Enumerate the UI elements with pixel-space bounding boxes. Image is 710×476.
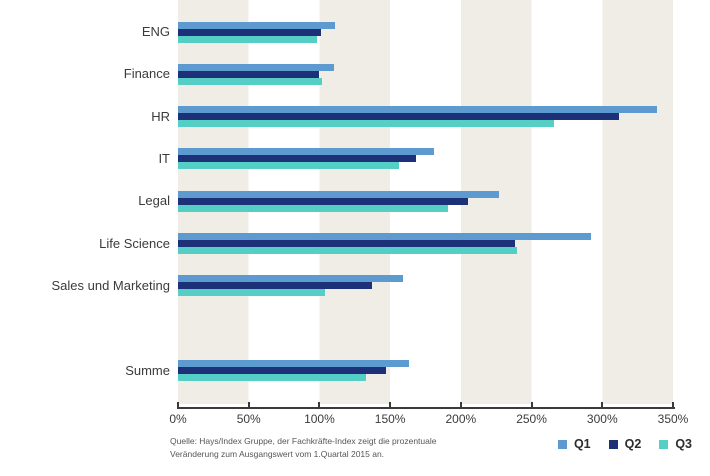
bar-q2-it bbox=[178, 155, 416, 163]
category-label-hr: HR bbox=[151, 108, 170, 124]
bar-q1-finance bbox=[178, 63, 334, 71]
legend-label-q3: Q3 bbox=[675, 437, 692, 451]
bar-q2-life-science bbox=[178, 240, 515, 248]
bar-q3-summe bbox=[178, 374, 367, 382]
legend-item-q1: Q1 bbox=[557, 437, 591, 451]
bar-q3-sales-und-marketing bbox=[178, 289, 326, 297]
x-axis-line bbox=[177, 407, 675, 409]
bar-q3-legal bbox=[178, 204, 449, 212]
x-tick-150 bbox=[389, 402, 392, 407]
x-tick-200 bbox=[459, 402, 462, 407]
bar-q2-hr bbox=[178, 113, 620, 121]
legend-item-q2: Q2 bbox=[608, 437, 642, 451]
source-note-line1: Quelle: Hays/Index Gruppe, der Fachkräft… bbox=[170, 436, 437, 446]
x-tick-label-150: 150% bbox=[374, 412, 406, 426]
plot-area bbox=[178, 0, 673, 404]
x-tick-label-200: 200% bbox=[445, 412, 477, 426]
bar-q2-summe bbox=[178, 367, 386, 375]
bar-q1-life-science bbox=[178, 233, 591, 241]
x-tick-label-100: 100% bbox=[304, 412, 335, 426]
x-tick-50 bbox=[247, 402, 250, 407]
category-label-it: IT bbox=[158, 150, 170, 166]
legend-swatch-q3 bbox=[659, 439, 669, 449]
category-label-summe: Summe bbox=[125, 362, 170, 378]
x-tick-0 bbox=[177, 402, 179, 407]
bar-q3-hr bbox=[178, 120, 555, 128]
legend: Q1 Q2 Q3 bbox=[557, 437, 692, 451]
legend-label-q2: Q2 bbox=[624, 437, 642, 451]
category-label-eng: ENG bbox=[141, 24, 170, 39]
x-tick-350 bbox=[672, 402, 674, 407]
x-tick-label-0: 0% bbox=[169, 412, 187, 426]
x-tick-100 bbox=[318, 402, 321, 407]
bar-q2-legal bbox=[178, 197, 468, 205]
legend-swatch-q1 bbox=[557, 439, 567, 449]
bar-q1-summe bbox=[178, 360, 409, 368]
x-tick-300 bbox=[601, 402, 604, 407]
bar-q1-sales-und-marketing bbox=[178, 275, 403, 283]
legend-item-q3: Q3 bbox=[659, 437, 692, 451]
bar-q3-finance bbox=[178, 77, 323, 85]
legend-label-q1: Q1 bbox=[573, 437, 591, 451]
x-tick-label-350: 350% bbox=[657, 412, 689, 426]
bar-q1-hr bbox=[178, 106, 658, 114]
bar-q2-finance bbox=[178, 70, 320, 78]
source-note: Quelle: Hays/Index Gruppe, der Fachkräft… bbox=[170, 435, 436, 460]
category-label-sales-und-marketing: Sales und Marketing bbox=[51, 277, 170, 293]
source-note-line2: Veränderung zum Ausgangswert vom 1.Quart… bbox=[170, 448, 385, 459]
category-label-legal: Legal bbox=[138, 193, 170, 209]
x-tick-label-250: 250% bbox=[516, 412, 547, 426]
x-tick-label-300: 300% bbox=[586, 412, 618, 426]
category-label-life-science: Life Science bbox=[99, 235, 170, 251]
legend-swatch-q2 bbox=[608, 439, 618, 449]
bar-q2-sales-und-marketing bbox=[178, 282, 372, 290]
bar-q1-it bbox=[178, 148, 434, 156]
x-tick-label-50: 50% bbox=[236, 412, 261, 426]
bar-q1-legal bbox=[178, 190, 500, 198]
category-label-finance: Finance bbox=[123, 66, 170, 82]
bar-q3-it bbox=[178, 162, 399, 170]
x-tick-250 bbox=[530, 402, 533, 407]
bar-q3-eng bbox=[178, 35, 317, 43]
bar-q3-life-science bbox=[178, 247, 518, 255]
bar-q2-eng bbox=[178, 28, 321, 36]
bar-q1-eng bbox=[178, 21, 335, 29]
